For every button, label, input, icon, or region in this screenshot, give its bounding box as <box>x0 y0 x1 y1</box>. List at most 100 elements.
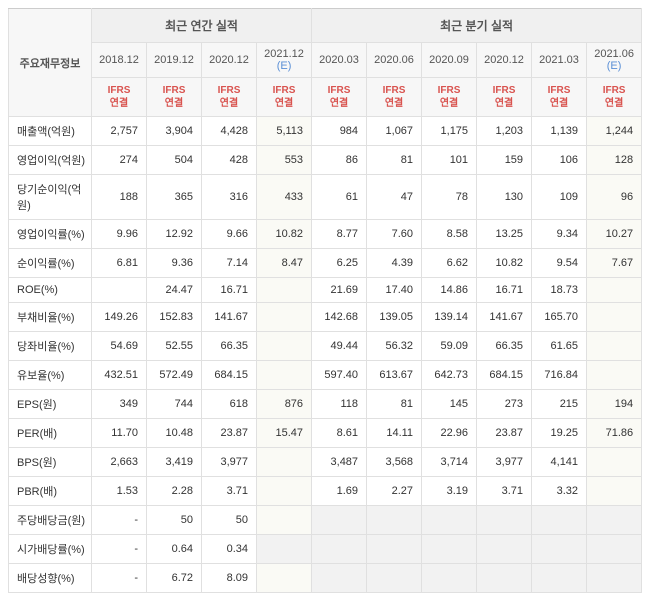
table-row: 영업이익(억원)2745044285538681101159106128 <box>9 146 642 175</box>
cell-value: 3.19 <box>422 477 477 506</box>
table-row: PBR(배)1.532.283.711.692.273.193.713.32 <box>9 477 642 506</box>
header-period: 2021.12 (E) <box>257 43 312 78</box>
header-ifrs: IFRS연결 <box>587 78 642 117</box>
cell-value: 3,904 <box>147 117 202 146</box>
financial-table: 주요재무정보 최근 연간 실적 최근 분기 실적 2018.122019.122… <box>8 8 642 593</box>
header-ifrs: IFRS연결 <box>92 78 147 117</box>
cell-value: 6.62 <box>422 249 477 278</box>
cell-value: 316 <box>202 175 257 220</box>
cell-value: 876 <box>257 390 312 419</box>
cell-value: 188 <box>92 175 147 220</box>
cell-value: 145 <box>422 390 477 419</box>
cell-value <box>532 506 587 535</box>
cell-value: 2,757 <box>92 117 147 146</box>
cell-value: 8.61 <box>312 419 367 448</box>
header-period: 2020.06 <box>367 43 422 78</box>
cell-value: 18.73 <box>532 278 587 303</box>
cell-value <box>367 564 422 593</box>
cell-value: 8.09 <box>202 564 257 593</box>
cell-value: 4,141 <box>532 448 587 477</box>
cell-value: 139.14 <box>422 303 477 332</box>
header-period: 2020.09 <box>422 43 477 78</box>
cell-value <box>257 535 312 564</box>
cell-value: 61 <box>312 175 367 220</box>
header-main-label: 주요재무정보 <box>9 9 92 117</box>
cell-value: 613.67 <box>367 361 422 390</box>
cell-value <box>587 303 642 332</box>
cell-value: 0.64 <box>147 535 202 564</box>
cell-value <box>477 506 532 535</box>
cell-value: 78 <box>422 175 477 220</box>
cell-value: 109 <box>532 175 587 220</box>
row-label: EPS(원) <box>9 390 92 419</box>
cell-value: 7.60 <box>367 220 422 249</box>
cell-value: 139.05 <box>367 303 422 332</box>
cell-value: 96 <box>587 175 642 220</box>
cell-value: 504 <box>147 146 202 175</box>
cell-value <box>587 535 642 564</box>
cell-value <box>257 332 312 361</box>
table-row: 부채비율(%)149.26152.83141.67142.68139.05139… <box>9 303 642 332</box>
row-label: 당기순이익(억원) <box>9 175 92 220</box>
cell-value: 553 <box>257 146 312 175</box>
cell-value: 10.27 <box>587 220 642 249</box>
table-row: 당기순이익(억원)18836531643361477813010996 <box>9 175 642 220</box>
cell-value: 432.51 <box>92 361 147 390</box>
cell-value: 3,419 <box>147 448 202 477</box>
cell-value: 6.81 <box>92 249 147 278</box>
cell-value: 9.54 <box>532 249 587 278</box>
cell-value: 19.25 <box>532 419 587 448</box>
header-ifrs: IFRS연결 <box>257 78 312 117</box>
cell-value: 49.44 <box>312 332 367 361</box>
row-label: 시가배당률(%) <box>9 535 92 564</box>
row-label: 매출액(억원) <box>9 117 92 146</box>
cell-value: - <box>92 564 147 593</box>
cell-value: 6.25 <box>312 249 367 278</box>
row-label: 배당성향(%) <box>9 564 92 593</box>
cell-value: 9.34 <box>532 220 587 249</box>
header-period: 2019.12 <box>147 43 202 78</box>
cell-value <box>257 506 312 535</box>
cell-value: 15.47 <box>257 419 312 448</box>
cell-value <box>532 564 587 593</box>
cell-value: 1,139 <box>532 117 587 146</box>
cell-value <box>257 477 312 506</box>
cell-value: 2,663 <box>92 448 147 477</box>
cell-value: 365 <box>147 175 202 220</box>
cell-value <box>257 564 312 593</box>
cell-value: 4.39 <box>367 249 422 278</box>
header-ifrs: IFRS연결 <box>367 78 422 117</box>
cell-value: 6.72 <box>147 564 202 593</box>
cell-value <box>587 278 642 303</box>
cell-value <box>587 332 642 361</box>
cell-value <box>257 361 312 390</box>
table-row: 주당배당금(원)-5050 <box>9 506 642 535</box>
cell-value: 0.34 <box>202 535 257 564</box>
cell-value: 149.26 <box>92 303 147 332</box>
cell-value: 716.84 <box>532 361 587 390</box>
cell-value: 71.86 <box>587 419 642 448</box>
cell-value: 10.82 <box>257 220 312 249</box>
table-row: 매출액(억원)2,7573,9044,4285,1139841,0671,175… <box>9 117 642 146</box>
table-row: 순이익률(%)6.819.367.148.476.254.396.6210.82… <box>9 249 642 278</box>
cell-value <box>367 535 422 564</box>
cell-value: 572.49 <box>147 361 202 390</box>
cell-value: 3.32 <box>532 477 587 506</box>
cell-value <box>422 564 477 593</box>
cell-value: 22.96 <box>422 419 477 448</box>
cell-value <box>367 506 422 535</box>
table-row: ROE(%)24.4716.7121.6917.4014.8616.7118.7… <box>9 278 642 303</box>
cell-value: 23.87 <box>202 419 257 448</box>
cell-value: 2.27 <box>367 477 422 506</box>
header-ifrs: IFRS연결 <box>477 78 532 117</box>
row-label: 순이익률(%) <box>9 249 92 278</box>
cell-value <box>587 477 642 506</box>
cell-value: 8.47 <box>257 249 312 278</box>
cell-value: 61.65 <box>532 332 587 361</box>
cell-value: 7.67 <box>587 249 642 278</box>
table-body: 매출액(억원)2,7573,9044,4285,1139841,0671,175… <box>9 117 642 593</box>
cell-value <box>312 506 367 535</box>
cell-value <box>587 448 642 477</box>
cell-value: 7.14 <box>202 249 257 278</box>
cell-value: 128 <box>587 146 642 175</box>
